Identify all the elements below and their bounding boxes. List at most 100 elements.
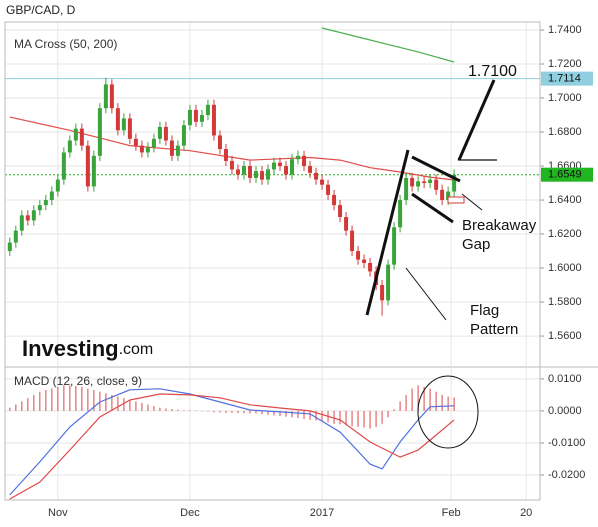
x-tick-label: Nov [48, 507, 68, 519]
x-tick-label: Dec [180, 507, 200, 519]
histogram-bar [387, 410, 389, 418]
histogram-bar [81, 386, 83, 411]
candle-body [290, 159, 295, 175]
histogram-bar [453, 397, 455, 411]
histogram-bar [183, 410, 185, 411]
candle-body [49, 191, 54, 201]
histogram-bar [447, 396, 449, 411]
histogram-bar [93, 390, 95, 411]
histogram-bar [237, 410, 239, 414]
flag-top [411, 155, 461, 183]
histogram-bar [171, 409, 173, 411]
candle-body [121, 118, 126, 131]
histogram-bar [15, 404, 17, 411]
candle-body [13, 230, 18, 243]
histogram-bar [231, 410, 233, 413]
histogram-bar [57, 386, 59, 411]
candle-body [434, 179, 439, 190]
histogram-bar [417, 385, 419, 411]
candle-body [109, 84, 114, 109]
drawn-annotations [365, 79, 496, 316]
histogram-bar [405, 394, 407, 411]
candle-body [416, 181, 421, 187]
histogram-bar [159, 407, 161, 411]
y-tick-label: 1.7400 [548, 24, 582, 36]
candle-body [265, 169, 270, 180]
histogram-bar [345, 410, 347, 426]
candle-body [211, 104, 216, 136]
candle-body [103, 84, 108, 109]
candle-body [31, 210, 36, 221]
y-tick-label: 1.6800 [548, 126, 582, 138]
candle-body [302, 155, 307, 167]
histogram-bar [135, 401, 137, 411]
candle-body [73, 128, 78, 141]
candle-body [259, 171, 264, 180]
histogram-bar [177, 409, 179, 411]
histogram-bar [267, 410, 269, 415]
histogram-bar [69, 385, 71, 411]
candle-body [338, 205, 343, 218]
candle-body [133, 138, 138, 146]
histogram-bar [51, 388, 53, 411]
price-badge-label: 1.6549 [548, 169, 582, 181]
candle-body [368, 262, 373, 272]
histogram-bar [423, 386, 425, 411]
candle-body [97, 108, 102, 156]
histogram-bar [195, 410, 197, 412]
candle-body [392, 227, 397, 265]
candle-body [410, 177, 415, 187]
histogram-bar [75, 385, 77, 411]
histogram-bar [63, 385, 65, 411]
flag-bottom [411, 192, 454, 224]
histogram-bar [369, 410, 371, 429]
brand-name: Investing [22, 336, 119, 361]
candle-body [187, 109, 192, 126]
histogram-bar [351, 410, 353, 427]
candle-body [25, 215, 30, 221]
y-tick-label: 1.6000 [548, 262, 582, 274]
pointer [461, 193, 483, 211]
histogram-bar [147, 404, 149, 411]
candle-body [446, 191, 451, 201]
histogram-bar [165, 408, 167, 411]
candle-body [452, 174, 457, 192]
histogram-bar [273, 410, 275, 416]
histogram-bar [285, 410, 287, 417]
candle-body [386, 264, 391, 301]
indicator-label: MA Cross (50, 200) [14, 37, 117, 51]
histogram-bar [435, 391, 437, 411]
histogram-bar [291, 410, 293, 418]
candle-body [284, 166, 289, 175]
candle-body [296, 155, 301, 160]
target-line [457, 79, 496, 161]
chart-title: GBP/CAD, D [6, 3, 76, 17]
histogram-bar [255, 410, 257, 414]
histogram-bar [117, 396, 119, 411]
candle-body [308, 166, 313, 173]
histogram-bar [219, 410, 221, 413]
price-badge [541, 167, 593, 182]
histogram-bar [357, 410, 359, 427]
candle-body [145, 147, 150, 153]
histogram-bar [213, 410, 215, 413]
histogram-bar [111, 394, 113, 411]
y-tick-label: 0.0100 [548, 373, 582, 385]
highlight-circle [417, 375, 479, 449]
candle-body [320, 179, 325, 185]
annotation: 1.7100 [468, 63, 517, 80]
candle-body [332, 194, 337, 206]
candle-body [175, 145, 180, 156]
candle-body [157, 126, 162, 139]
histogram-bar [189, 410, 191, 411]
y-tick-label: 1.6200 [548, 228, 582, 240]
histogram-bar [201, 410, 203, 412]
annotation: Gap [462, 236, 490, 253]
candle-body [85, 145, 90, 187]
candle-body [422, 181, 427, 184]
x-tick-label: 20 [520, 507, 532, 519]
x-tick-label: 2017 [310, 507, 334, 519]
